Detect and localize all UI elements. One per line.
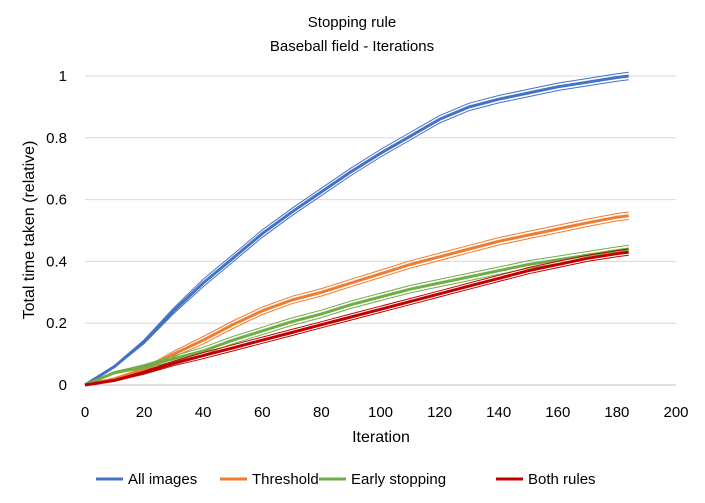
y-tick-label: 0.4 (46, 253, 67, 270)
legend-item-threshold: Threshold (220, 471, 319, 488)
y-axis-label: Total time taken (relative) (21, 141, 38, 320)
series-all-images-upper-band (84, 71, 629, 386)
series-early-stopping-line (84, 247, 629, 387)
legend-label: Threshold (252, 471, 319, 488)
legend-item-early-stopping: Early stopping (319, 471, 446, 488)
x-tick-label: 100 (368, 404, 393, 421)
y-tick-label: 0 (59, 377, 67, 394)
x-tick-label: 80 (313, 404, 330, 421)
series-threshold-upper-band (84, 211, 629, 386)
legend-label: Both rules (528, 471, 596, 488)
series-early-stopping-upper-band (84, 244, 629, 386)
y-tick-label: 1 (59, 68, 67, 85)
x-tick-label: 200 (663, 404, 688, 421)
series-all-images-line (84, 74, 629, 387)
y-tick-label: 0.6 (46, 192, 67, 209)
x-tick-label: 20 (136, 404, 153, 421)
legend-label: All images (128, 471, 197, 488)
series-lines (84, 71, 629, 387)
x-tick-label: 160 (545, 404, 570, 421)
y-tick-label: 0.8 (46, 130, 67, 147)
x-tick-label: 140 (486, 404, 511, 421)
x-tick-label: 120 (427, 404, 452, 421)
x-axis-label: Iteration (352, 429, 410, 446)
x-tick-label: 180 (604, 404, 629, 421)
chart-title: Stopping rule (308, 14, 396, 31)
chart-subtitle: Baseball field - Iterations (270, 38, 434, 55)
series-all-images (84, 71, 629, 387)
legend: All images Threshold Early stopping Both ru… (96, 471, 596, 488)
x-tick-label: 60 (254, 404, 271, 421)
series-both-rules (84, 248, 629, 387)
y-axis-ticks: 0 0.2 0.4 0.6 0.8 1 (46, 68, 67, 394)
series-threshold-line (84, 214, 629, 387)
x-tick-label: 0 (81, 404, 89, 421)
legend-label: Early stopping (351, 471, 446, 488)
series-all-images-lower-band (84, 79, 629, 386)
gridlines (85, 75, 676, 386)
series-both-rules-lower-band (84, 254, 629, 386)
legend-item-both-rules: Both rules (496, 471, 596, 488)
x-axis-ticks: 0 20 40 60 80 100 120 140 160 180 200 (81, 404, 689, 421)
y-tick-label: 0.2 (46, 315, 67, 332)
legend-item-all-images: All images (96, 471, 197, 488)
series-both-rules-upper-band (84, 248, 629, 386)
series-both-rules-line (84, 250, 629, 387)
x-tick-label: 40 (195, 404, 212, 421)
